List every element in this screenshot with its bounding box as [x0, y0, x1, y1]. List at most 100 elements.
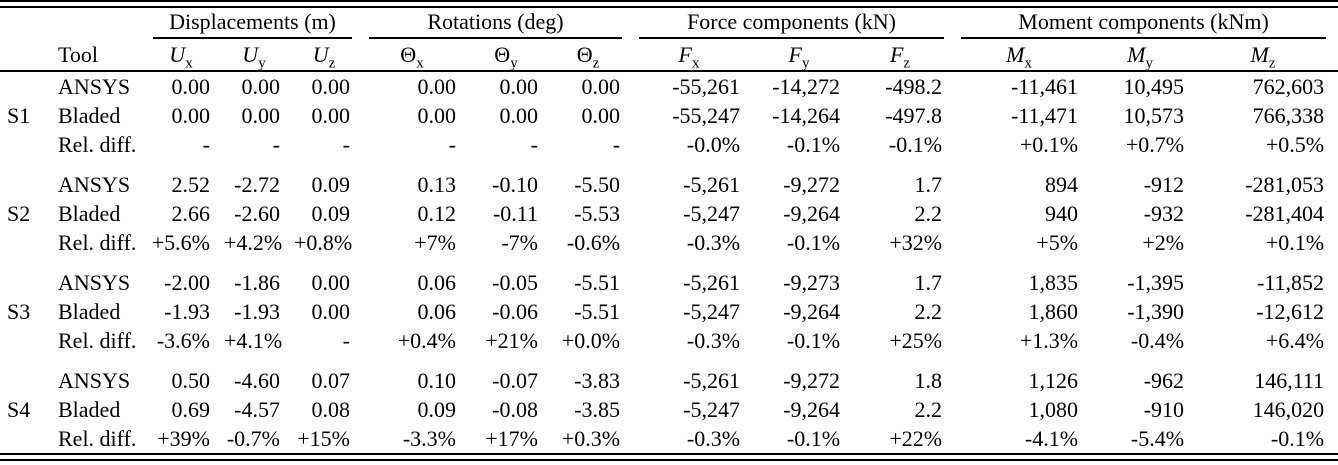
value-cell: - — [202, 131, 210, 157]
tool-cell: Bladed — [58, 102, 121, 128]
table-row: S2 Bladed 2.66 -2.60 0.09 0.12 -0.11 -5.53 -5,24… — [0, 199, 1338, 228]
value-cell: 0.00 — [311, 298, 351, 324]
value-cell: -0.10 — [492, 171, 538, 197]
value-cell: +17% — [485, 425, 538, 451]
variable-subscript: y — [802, 54, 810, 71]
variable-subscript: z — [592, 54, 600, 71]
value-cell: -9,272 — [783, 171, 841, 197]
tool-cell: Rel. diff. — [58, 425, 137, 451]
value-cell: 894 — [1045, 171, 1079, 197]
spacer-cell — [0, 257, 1338, 268]
col-header-ux: Ux — [148, 39, 224, 72]
group-header-label: Displacements (m) — [153, 8, 352, 39]
value-cell: -5,247 — [683, 396, 741, 422]
value-cell: 0.07 — [311, 367, 351, 393]
value-cell: - — [342, 327, 350, 353]
group-spacer-row — [0, 257, 1338, 268]
row-group-label — [0, 228, 48, 257]
value-cell: -9,264 — [783, 200, 841, 226]
value-cell: 1.8 — [914, 367, 943, 393]
row-group-label — [0, 71, 48, 101]
tool-cell: ANSYS — [58, 73, 131, 99]
value-cell: -11,471 — [1011, 102, 1079, 128]
value-cell: -0.3% — [686, 425, 741, 451]
variable-subscript: z — [1268, 54, 1276, 71]
row-group-label: S3 — [7, 298, 31, 324]
value-cell: -932 — [1143, 200, 1185, 226]
variable-symbol: U — [169, 41, 186, 67]
value-cell: -5,247 — [683, 200, 741, 226]
value-cell: +2% — [1142, 229, 1185, 255]
variable-subscript: y — [258, 54, 266, 71]
value-cell: +4.1% — [224, 327, 283, 353]
value-cell: 766,338 — [1252, 102, 1325, 128]
group-header-label: Moment components (kNm) — [961, 8, 1327, 39]
value-cell: -2.72 — [234, 171, 280, 197]
variable-symbol: Θ — [576, 41, 593, 67]
value-cell: -5.51 — [574, 269, 621, 295]
value-cell: -1.93 — [234, 298, 280, 324]
value-cell: 0.69 — [171, 396, 211, 422]
value-cell: -5,247 — [683, 298, 741, 324]
value-cell: 2.66 — [171, 200, 211, 226]
value-cell: 0.00 — [241, 102, 281, 128]
value-cell: 10,495 — [1123, 73, 1185, 99]
spacer-cell — [0, 159, 1338, 170]
value-cell: -0.07 — [492, 367, 538, 393]
value-cell: -912 — [1143, 171, 1185, 197]
value-cell: -14,264 — [772, 102, 841, 128]
value-cell: 0.09 — [311, 200, 351, 226]
value-cell: 146,020 — [1252, 396, 1325, 422]
col-header-uy: Uy — [224, 39, 294, 72]
value-cell: +5.6% — [151, 229, 210, 255]
value-cell: 2.2 — [914, 396, 943, 422]
value-cell: -7% — [501, 229, 538, 255]
value-cell: - — [612, 131, 621, 157]
value-cell: -1.86 — [234, 269, 280, 295]
group-header-moments: Moment components (kNm) — [956, 8, 1338, 39]
value-cell: +0.0% — [561, 327, 621, 353]
value-cell: +0.1% — [1019, 131, 1079, 157]
value-cell: - — [342, 131, 350, 157]
variable-subscript: x — [692, 54, 700, 71]
row-group-label — [0, 130, 48, 159]
value-cell: - — [448, 131, 456, 157]
col-header-thetay: Θy — [470, 39, 552, 72]
value-cell: 0.00 — [311, 73, 351, 99]
tool-cell: Rel. diff. — [58, 229, 137, 255]
variable-subscript: z — [328, 54, 336, 71]
value-cell: +6.4% — [1265, 327, 1325, 353]
col-header-mz: Mz — [1198, 39, 1338, 72]
value-cell: -0.1% — [786, 327, 841, 353]
table-row: Rel. diff. +39% -0.7% +15% -3.3% +17% +0.3% -0.… — [0, 424, 1338, 453]
value-cell: -962 — [1143, 367, 1185, 393]
value-cell: -3.85 — [574, 396, 621, 422]
value-cell: -0.6% — [566, 229, 621, 255]
value-cell: -0.1% — [786, 425, 841, 451]
value-cell: -11,461 — [1011, 73, 1079, 99]
tool-cell: Rel. diff. — [58, 131, 137, 157]
value-cell: -0.1% — [786, 229, 841, 255]
value-cell: 0.00 — [311, 102, 351, 128]
group-spacer-row — [0, 159, 1338, 170]
value-cell: -498.2 — [885, 73, 943, 99]
value-cell: 762,603 — [1252, 73, 1325, 99]
row-group-label: S2 — [7, 200, 31, 226]
value-cell: 0.00 — [311, 269, 351, 295]
value-cell: 0.12 — [417, 200, 457, 226]
value-cell: 0.10 — [417, 367, 457, 393]
value-cell: 146,111 — [1254, 367, 1325, 393]
variable-symbol: U — [242, 41, 259, 67]
value-cell: -497.8 — [885, 102, 943, 128]
value-cell: -14,272 — [772, 73, 841, 99]
value-cell: +39% — [157, 425, 210, 451]
value-cell: -0.3% — [686, 229, 741, 255]
value-cell: -5.53 — [574, 200, 621, 226]
row-group-label: S1 — [7, 102, 31, 128]
value-cell: 1,835 — [1028, 269, 1079, 295]
group-header-rotations: Rotations (deg) — [364, 8, 634, 39]
row-group-label — [0, 170, 48, 199]
value-cell: 0.00 — [241, 73, 281, 99]
value-cell: -0.0% — [686, 131, 741, 157]
